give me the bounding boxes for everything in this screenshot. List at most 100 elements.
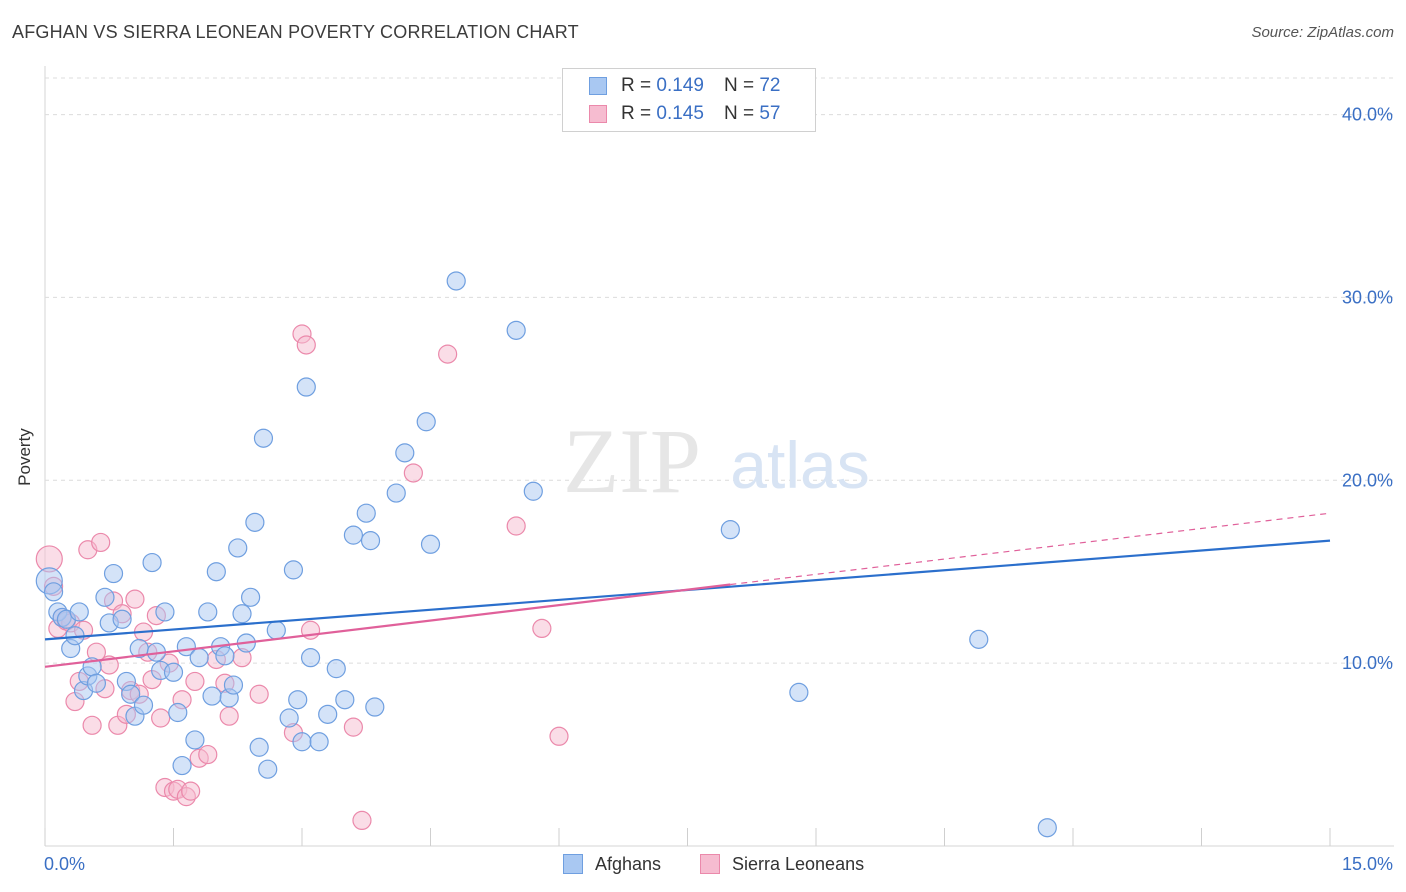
- afghans-n-value: 72: [759, 75, 781, 96]
- afghan-point: [420, 534, 441, 554]
- sierra-swatch: [589, 105, 607, 123]
- afghan-point: [223, 675, 244, 695]
- afghan-point: [365, 697, 385, 717]
- trend-lines: [44, 512, 1331, 668]
- y-tick-label: 10.0%: [1342, 653, 1393, 673]
- sierra-n-value: 57: [759, 103, 781, 124]
- sierra-r-label: R =: [621, 103, 652, 124]
- sierra-point: [82, 715, 102, 735]
- afghan-point: [241, 587, 261, 607]
- afghan-point: [789, 682, 809, 703]
- y-axis-label: Poverty: [15, 428, 34, 486]
- afghan-point: [43, 582, 64, 602]
- sierra-point: [181, 781, 201, 801]
- source-label: Source: ZipAtlas.com: [1251, 24, 1394, 41]
- sierra-legend-swatch: [700, 854, 720, 874]
- afghan-point: [279, 708, 299, 728]
- afghan-point: [69, 602, 89, 622]
- afghans-r-value: 0.149: [656, 75, 704, 96]
- sierra-point: [91, 532, 111, 553]
- afghan-point: [228, 538, 248, 558]
- afghan-point: [121, 684, 141, 704]
- sierra-point: [219, 706, 239, 726]
- afghan-point: [86, 673, 107, 693]
- afghan-point: [283, 560, 304, 580]
- afghan-point: [253, 428, 274, 448]
- afghan-point: [163, 662, 184, 682]
- x-tick-label: 15.0%: [1342, 854, 1393, 874]
- legend-row-sierra: R = 0.145 N = 57: [589, 102, 780, 126]
- afghan-point: [288, 690, 308, 710]
- sierra-point: [352, 810, 372, 831]
- afghan-point: [155, 602, 175, 622]
- legend-item-afghans[interactable]: Afghans: [563, 852, 661, 876]
- afghans-legend-swatch: [563, 854, 583, 874]
- afghan-point: [172, 755, 192, 776]
- afghan-point: [386, 483, 406, 503]
- afghans-legend-label: Afghans: [595, 853, 662, 874]
- afghan-point: [185, 730, 205, 750]
- tick-labels: 10.0% 20.0% 30.0% 40.0% 0.0% 15.0%: [44, 105, 1393, 874]
- y-tick-label: 20.0%: [1342, 470, 1393, 490]
- data-points: [35, 271, 1057, 838]
- afghan-point: [395, 443, 415, 463]
- afghan-point: [103, 563, 124, 584]
- sierra-r-value: 0.145: [656, 103, 704, 124]
- afghan-point: [356, 503, 376, 523]
- afghan-point: [266, 620, 286, 640]
- x-tick-label: 0.0%: [44, 854, 85, 874]
- afghan-point: [969, 629, 989, 649]
- legend-item-sierra[interactable]: Sierra Leoneans: [700, 852, 864, 876]
- afghan-point: [523, 481, 543, 501]
- afghan-point: [215, 646, 235, 666]
- afghan-point: [360, 531, 381, 551]
- afghan-point: [416, 412, 436, 432]
- afghan-point: [343, 525, 363, 545]
- sierra-point: [249, 684, 269, 704]
- afghan-point: [95, 587, 115, 607]
- afghan-point: [446, 271, 466, 291]
- grid-lines: [44, 66, 1394, 847]
- afghan-point: [168, 702, 188, 723]
- afghan-point: [245, 512, 265, 532]
- afghan-point: [206, 562, 226, 582]
- afghans-n-label: N =: [723, 75, 755, 96]
- afghan-point: [506, 320, 526, 340]
- afghans-r-label: R =: [621, 75, 652, 96]
- y-tick-label: 30.0%: [1342, 287, 1393, 307]
- sierra-point: [125, 589, 145, 609]
- afghan-point: [309, 732, 329, 752]
- watermark-atlas: atlas: [730, 428, 869, 502]
- sierra-point: [343, 717, 363, 737]
- legend-row-afghans: R = 0.149 N = 72: [589, 74, 780, 98]
- sierra-trend-extension: [730, 512, 1331, 586]
- sierra-trend-line: [44, 583, 731, 668]
- sierra-point: [506, 516, 526, 536]
- y-tick-label: 40.0%: [1342, 105, 1393, 125]
- afghan-point: [318, 704, 338, 724]
- sierra-point: [549, 726, 569, 746]
- sierra-point: [296, 335, 316, 355]
- afghan-point: [292, 732, 312, 752]
- afghan-point: [335, 690, 355, 710]
- afghan-point: [232, 604, 252, 624]
- afghan-point: [202, 686, 222, 706]
- afghan-point: [720, 520, 740, 540]
- sierra-legend-label: Sierra Leoneans: [732, 853, 865, 874]
- sierra-point: [532, 618, 552, 639]
- sierra-point: [438, 344, 458, 364]
- afghan-point: [189, 648, 209, 668]
- sierra-n-label: N =: [723, 103, 755, 124]
- afghan-point: [249, 737, 269, 757]
- stats-legend: R = 0.149 N = 72 R = 0.145 N = 57: [562, 68, 816, 132]
- afghan-point: [198, 602, 218, 622]
- chart-title: AFGHAN VS SIERRA LEONEAN POVERTY CORRELA…: [12, 22, 579, 42]
- sierra-point: [151, 708, 171, 728]
- afghans-swatch: [589, 77, 607, 95]
- afghan-point: [112, 609, 132, 629]
- sierra-point: [198, 744, 218, 765]
- afghan-point: [133, 695, 154, 715]
- sierra-point: [185, 671, 205, 692]
- afghan-point: [300, 648, 321, 668]
